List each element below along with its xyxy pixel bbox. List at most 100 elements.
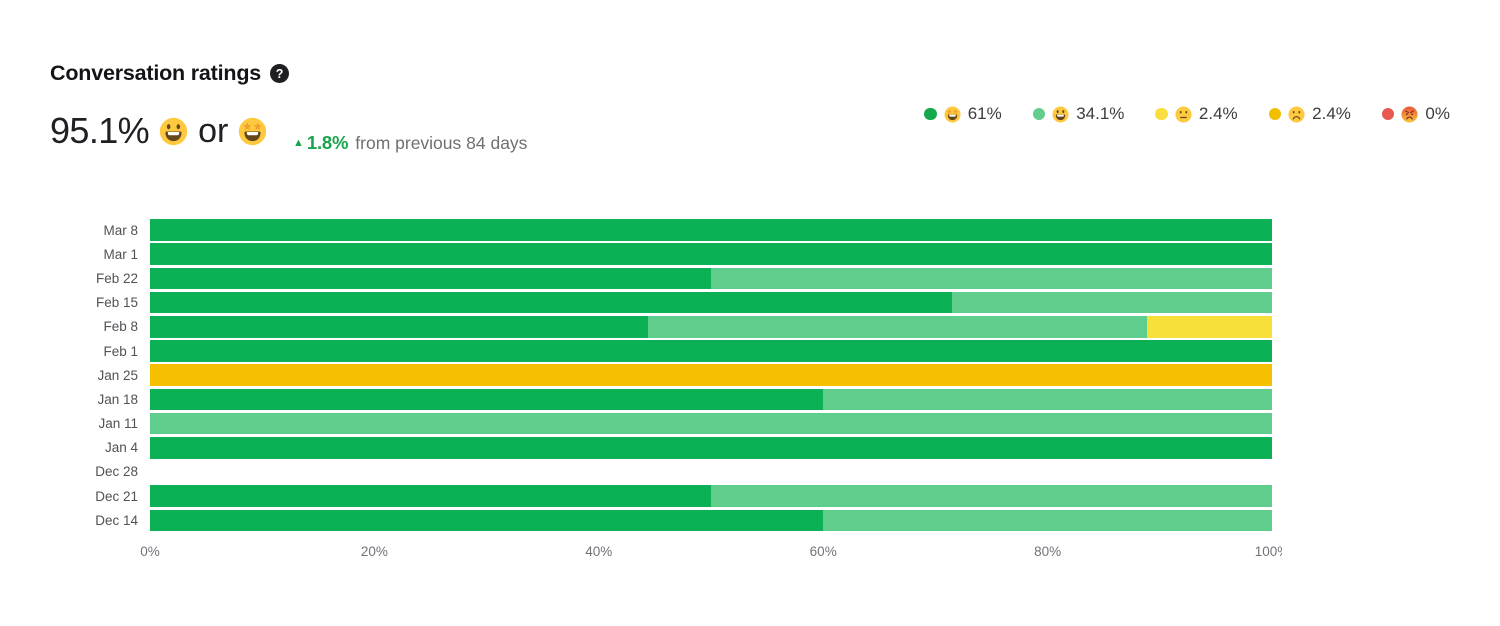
score-conjunction: or (198, 111, 229, 150)
legend-item-grinning[interactable]: 34.1% (1032, 104, 1125, 124)
bar-segment-rating-amazing[interactable] (150, 436, 1272, 459)
row-label: Dec 21 (95, 488, 138, 504)
row-label: Dec 14 (95, 512, 138, 528)
score-value: 95.1% (50, 110, 150, 151)
delta-caption: from previous 84 days (355, 132, 528, 153)
row-label: Feb 8 (103, 319, 138, 335)
bar-segment-rating-great[interactable] (952, 291, 1272, 314)
bar-segment-rating-amazing[interactable] (150, 243, 1272, 266)
bar-track (150, 267, 1272, 290)
legend-dot-icon (1032, 107, 1046, 121)
bar-segment-rating-amazing[interactable] (150, 291, 953, 314)
bar-segment-rating-amazing[interactable] (150, 485, 711, 507)
slight-frown-emoji-icon (1288, 105, 1305, 123)
ratings-chart: Mar 8 Mar 1 Feb 22 Feb 15 Feb 8 Feb 1 Jan 25 Ja… (50, 218, 1282, 564)
row-label: Jan 4 (104, 440, 138, 456)
angry-emoji-icon (1401, 105, 1418, 123)
neutral-emoji-icon (1175, 105, 1192, 123)
bar-segment-rating-ok[interactable] (1147, 316, 1272, 338)
delta-group: ▲ 1.8% from previous 84 days (293, 132, 527, 154)
legend-value: 61% (967, 104, 1002, 123)
grinning-emoji-icon (159, 117, 188, 146)
bar-segment-rating-great[interactable] (823, 509, 1272, 532)
bar-segment-rating-amazing[interactable] (150, 388, 824, 411)
row-label: Mar 8 (103, 222, 138, 238)
grinning-emoji-icon (1052, 105, 1069, 123)
chart-row: Jan 25 (50, 363, 1282, 387)
row-label: Jan 25 (97, 367, 138, 383)
help-icon[interactable]: ? (270, 64, 290, 83)
chart-row: Dec 21 (50, 484, 1282, 508)
chart-row: Jan 4 (50, 436, 1282, 460)
star-struck-emoji-icon (944, 105, 961, 123)
bar-track (150, 412, 1272, 435)
row-label: Jan 11 (98, 416, 138, 432)
legend-dot-icon (1381, 107, 1395, 121)
x-tick-label: 20% (360, 544, 388, 560)
bar-segment-rating-great[interactable] (711, 267, 1272, 290)
bar-track (150, 340, 1272, 362)
bar-segment-rating-amazing[interactable] (150, 267, 711, 290)
x-axis: 0% 20% 40% 60% 80% 100% (140, 544, 1282, 564)
bar-track (150, 291, 1272, 314)
bar-track (150, 388, 1272, 411)
legend-value: 2.4% (1198, 104, 1238, 123)
legend-item-neutral[interactable]: 2.4% (1155, 104, 1238, 124)
bar-segment-rating-amazing[interactable] (150, 509, 824, 532)
row-label: Feb 1 (103, 343, 138, 359)
bar-segment-rating-great[interactable] (150, 412, 1272, 435)
trend-up-icon: ▲ (293, 136, 304, 149)
bar-segment-rating-great[interactable] (711, 485, 1272, 507)
bar-segment-rating-bad[interactable] (150, 364, 1272, 387)
chart-row: Dec 14 (50, 508, 1282, 532)
chart-row: Mar 1 (50, 242, 1282, 266)
star-struck-emoji-icon (238, 117, 267, 146)
bar-segment-rating-great[interactable] (648, 316, 1148, 338)
bar-segment-rating-amazing[interactable] (150, 340, 1272, 362)
bar-track (150, 485, 1272, 507)
x-tick-label: 40% (585, 544, 613, 560)
bar-track (150, 243, 1272, 266)
legend-item-angry[interactable]: 0% (1381, 104, 1450, 124)
bar-track (150, 509, 1272, 532)
row-label: Feb 15 (95, 295, 138, 311)
score-row: 95.1% or (50, 110, 267, 152)
row-label: Dec 28 (95, 464, 138, 480)
x-tick-label: 80% (1034, 544, 1062, 560)
delta-value: 1.8% (306, 132, 349, 153)
legend-item-star-struck[interactable]: 61% (924, 104, 1002, 124)
chart-row: Jan 18 (50, 387, 1282, 411)
legend-value: 0% (1425, 104, 1450, 123)
chart-row: Jan 11 (50, 412, 1282, 436)
chart-row: Feb 1 (50, 339, 1282, 363)
bar-track (150, 364, 1272, 387)
bar-track (150, 461, 1272, 483)
bar-segment-rating-amazing[interactable] (150, 219, 1272, 241)
chart-row: Mar 8 (50, 218, 1282, 242)
chart-row: Feb 22 (50, 266, 1282, 290)
legend-dot-icon (1155, 107, 1168, 121)
bar-segment-rating-great[interactable] (823, 388, 1272, 411)
bar-track (150, 316, 1272, 338)
chart-rows: Mar 8 Mar 1 Feb 22 Feb 15 Feb 8 Feb 1 Jan 25 Ja… (50, 218, 1282, 532)
page-title: Conversation ratings (50, 61, 262, 85)
chart-row: Feb 8 (50, 315, 1282, 339)
chart-row: Dec 28 (50, 460, 1282, 484)
x-tick-label: 100% (1254, 544, 1282, 560)
row-label: Jan 18 (97, 391, 138, 407)
row-label: Feb 22 (95, 270, 138, 286)
legend-item-slight-frown[interactable]: 2.4% (1268, 104, 1351, 124)
legend-value: 2.4% (1312, 104, 1351, 123)
legend-dot-icon (924, 107, 937, 121)
header: Conversation ratings ? (50, 61, 290, 86)
bar-segment-rating-amazing[interactable] (150, 316, 649, 338)
bar-track (150, 219, 1272, 241)
x-tick-label: 0% (140, 544, 160, 560)
legend: 61% 34.1% 2.4% 2.4% 0% (924, 104, 1450, 124)
row-label: Mar 1 (103, 246, 138, 262)
legend-dot-icon (1268, 107, 1282, 121)
chart-row: Feb 15 (50, 291, 1282, 315)
legend-value: 34.1% (1076, 104, 1125, 123)
x-tick-label: 60% (809, 544, 837, 560)
